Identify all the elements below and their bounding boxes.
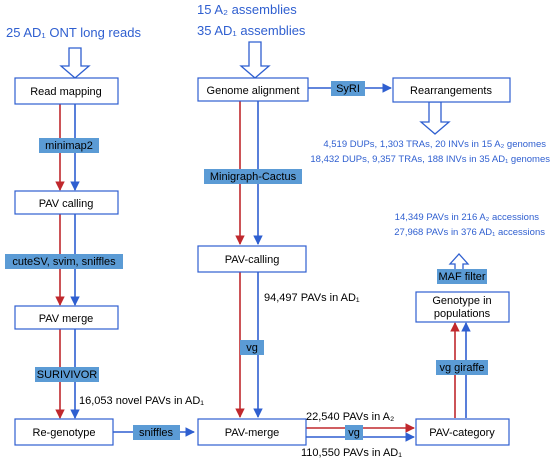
pav-merge-left-label: PAV merge (39, 313, 94, 325)
callers-tool: cuteSV, svim, sniffles (5, 254, 123, 269)
minimap2-tool: minimap2 (39, 138, 99, 153)
rearr-ad1-text: 18,432 DUPs, 9,357 TRAs, 188 INVs in 35 … (310, 154, 550, 165)
a2-assemblies-header: 15 A₂ assemblies (197, 2, 297, 17)
pav-calling-left-label: PAV calling (39, 198, 94, 210)
hollow-arrow-right (419, 101, 451, 135)
ad1-assemblies-header: 35 AD₁ assemblies (197, 23, 306, 38)
genome-alignment-label: Genome alignment (207, 85, 300, 97)
rearrangements-box: Rearrangements (392, 77, 511, 103)
pav-calling-left-box: PAV calling (14, 190, 119, 215)
pavs-a2-bottom-text: 22,540 PAVs in A₂ (306, 411, 394, 423)
sniffles-tool: sniffles (133, 425, 180, 440)
hollow-arrow-left (59, 47, 91, 79)
pavs-ad1-mid-text: 94,497 PAVs in AD₁ (264, 292, 360, 304)
vg-bottom-label: vg (348, 427, 360, 439)
genome-alignment-box: Genome alignment (197, 77, 309, 102)
read-mapping-box: Read mapping (14, 77, 119, 105)
hollow-arrow-mid (239, 41, 271, 79)
pavs-ad1-bottom-text: 110,550 PAVs in AD₁ (301, 447, 402, 458)
genotype-label-line2: populations (434, 308, 491, 320)
pav-calling-mid-label: PAV-calling (225, 254, 280, 266)
pav-merge-mid-label: PAV-merge (225, 427, 280, 439)
pav-merge-left-box: PAV merge (14, 305, 119, 330)
syri-tool: SyRI (331, 81, 365, 96)
pav-category-label: PAV-category (429, 427, 495, 439)
pav-category-box: PAV-category (415, 418, 510, 446)
syri-label: SyRI (336, 83, 360, 95)
sniffles-label: sniffles (139, 427, 174, 439)
left-reads-header: 25 AD₁ ONT long reads (6, 25, 141, 40)
read-mapping-label: Read mapping (30, 86, 102, 98)
pav-merge-mid-box: PAV-merge (197, 418, 307, 446)
novel-pavs-text: 16,053 novel PAVs in AD₁ (79, 395, 204, 407)
rearrangements-label: Rearrangements (410, 85, 492, 97)
maf-filter-label: MAF filter (438, 271, 485, 283)
callers-label: cuteSV, svim, sniffles (12, 256, 116, 268)
pav-ad1-accessions-text: 27,968 PAVs in 376 AD₁ accessions (394, 227, 545, 238)
re-genotype-box: Re-genotype (14, 418, 114, 446)
survivor-label: SURIVIVOR (37, 369, 98, 381)
re-genotype-label: Re-genotype (33, 427, 96, 439)
vg-mid-tool: vg (240, 340, 264, 355)
vg-mid-label: vg (246, 342, 258, 354)
genotype-label-line1: Genotype in (432, 295, 491, 307)
genotype-populations-box: Genotype in populations (415, 291, 510, 323)
vg-giraffe-tool: vg giraffe (436, 360, 488, 375)
vg-bottom-tool: vg (345, 425, 363, 440)
minigraph-label: Minigraph-Cactus (210, 171, 297, 183)
pav-calling-mid-box: PAV-calling (197, 245, 307, 273)
rearr-a2-text: 4,519 DUPs, 1,303 TRAs, 20 INVs in 15 A₂… (323, 139, 546, 150)
maf-filter-tool: MAF filter (437, 269, 487, 284)
vg-giraffe-label: vg giraffe (439, 362, 484, 374)
minimap2-label: minimap2 (45, 140, 93, 152)
pav-a2-accessions-text: 14,349 PAVs in 216 A₂ accessions (395, 212, 540, 223)
minigraph-tool: Minigraph-Cactus (204, 169, 302, 184)
survivor-tool: SURIVIVOR (35, 367, 99, 382)
